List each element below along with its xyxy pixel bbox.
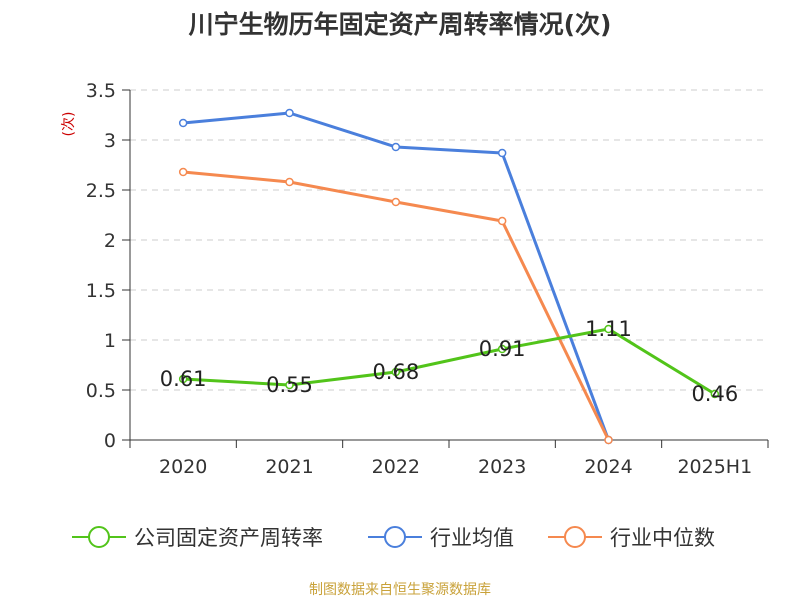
x-tick-label: 2024 — [584, 456, 632, 478]
legend-item[interactable]: 行业中位数 — [548, 526, 715, 550]
data-point[interactable] — [285, 177, 294, 187]
y-tick-label: 1.5 — [86, 280, 116, 302]
data-point[interactable] — [497, 148, 507, 158]
data-point[interactable] — [497, 344, 507, 354]
legend-label: 公司固定资产周转率 — [134, 526, 323, 550]
series-line — [183, 170, 610, 441]
legend-item[interactable]: 行业均值 — [368, 526, 514, 550]
data-point[interactable] — [604, 324, 613, 334]
x-tick-label: 2020 — [159, 456, 207, 478]
x-tick-label: 2021 — [265, 456, 313, 478]
data-label: 0.55 — [266, 373, 313, 397]
data-point[interactable] — [178, 374, 188, 384]
legend-item[interactable]: 公司固定资产周转率 — [72, 526, 323, 550]
data-point[interactable] — [391, 197, 401, 207]
data-point[interactable] — [604, 435, 613, 445]
y-tick-label: 2 — [104, 230, 116, 252]
y-tick-label: 2.5 — [86, 180, 116, 202]
y-tick-label: 3 — [104, 130, 116, 152]
data-point[interactable] — [710, 389, 720, 399]
y-tick-label: 1 — [104, 330, 116, 352]
series-0 — [178, 324, 720, 399]
data-point[interactable] — [178, 167, 188, 177]
chart-title: 川宁生物历年固定资产周转率情况(次) — [189, 10, 612, 39]
legend-marker — [88, 526, 110, 548]
series-2 — [178, 167, 613, 445]
data-point[interactable] — [391, 142, 401, 152]
y-tick-label: 0.5 — [86, 380, 116, 402]
data-label: 0.46 — [691, 382, 738, 406]
y-axis-label: (次) — [61, 112, 77, 137]
data-point[interactable] — [285, 380, 294, 390]
series-line — [183, 111, 610, 441]
data-label: 1.11 — [585, 317, 632, 341]
grid-lines — [130, 89, 768, 391]
data-labels: 0.61 0.55 0.68 0.91 1.11 0.46 — [160, 317, 738, 406]
legend-marker — [384, 526, 406, 548]
x-tick-label: 2022 — [372, 456, 420, 478]
data-point[interactable] — [178, 118, 188, 128]
data-label: 0.91 — [479, 337, 526, 361]
source-note: 制图数据来自恒生聚源数据库 — [309, 582, 491, 598]
legend-label: 行业中位数 — [610, 526, 715, 550]
data-point[interactable] — [391, 367, 401, 377]
x-tick-label: 2025H1 — [677, 456, 752, 478]
data-label: 0.68 — [372, 360, 419, 384]
series-1 — [178, 108, 613, 445]
legend-marker — [564, 526, 586, 548]
legend[interactable]: 公司固定资产周转率 行业均值 行业中位数 — [72, 526, 715, 550]
series-line — [183, 327, 716, 396]
legend-label: 行业均值 — [430, 526, 514, 550]
axes: 0 0.5 1 1.5 2 2.5 3 3.5 2020 2021 2022 2023 2024 2025… — [86, 80, 769, 478]
y-tick-label: 0 — [104, 430, 116, 452]
data-point[interactable] — [285, 108, 294, 118]
data-label: 0.61 — [160, 367, 207, 391]
x-tick-label: 2023 — [478, 456, 526, 478]
data-point[interactable] — [497, 216, 507, 226]
y-tick-label: 3.5 — [86, 80, 116, 102]
series-lines — [178, 108, 720, 445]
